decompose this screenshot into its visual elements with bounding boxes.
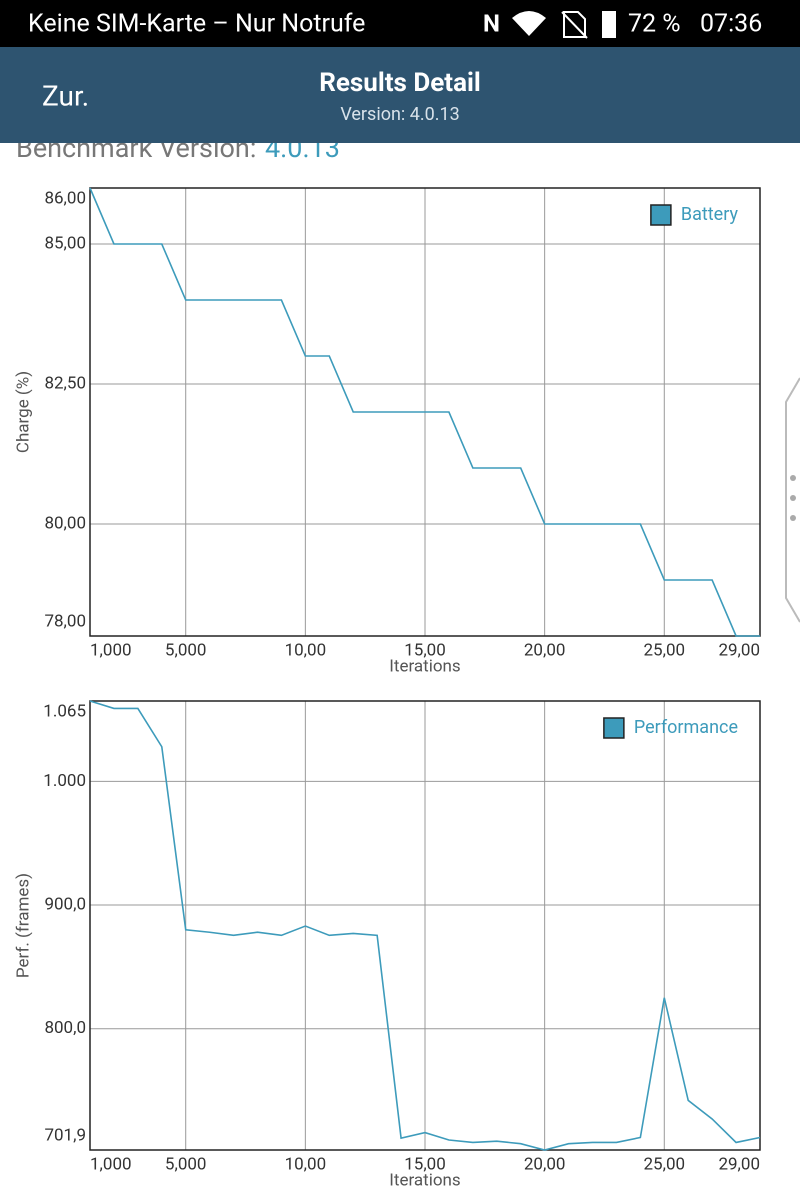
x-tick-label: 29,00 (718, 1154, 760, 1174)
x-tick-label: 29,00 (718, 640, 760, 660)
y-tick-label: 82,50 (44, 373, 86, 393)
plot-frame (89, 187, 761, 637)
x-tick-label: 10,00 (285, 640, 327, 660)
y-tick-label: 80,00 (44, 513, 86, 533)
header-subtitle: Version: 4.0.13 (340, 104, 459, 125)
y-tick-label: 1.065 (43, 701, 86, 721)
x-axis-title: Iterations (389, 1170, 460, 1190)
handle-dot (790, 475, 796, 481)
wifi-icon (512, 11, 546, 36)
plot-frame (89, 700, 761, 1151)
battery-icon (602, 11, 616, 38)
legend-swatch (603, 717, 625, 739)
x-tick-label: 10,00 (285, 1154, 327, 1174)
x-tick-label: 20,00 (524, 640, 566, 660)
legend-label: Battery (681, 204, 739, 225)
y-axis-title: Perf. (frames) (13, 873, 33, 978)
battery-level: 72 % (628, 10, 681, 39)
y-tick-label: 800,0 (44, 1018, 86, 1038)
x-tick-label: 1,000 (90, 1154, 132, 1174)
data-line (89, 700, 761, 1151)
sim-slash (561, 11, 588, 39)
x-tick-label: 15,00 (404, 640, 446, 660)
sim-icon (563, 11, 586, 38)
app-header (0, 47, 800, 143)
nfc-icon: N (483, 9, 500, 37)
handle-dot (790, 495, 796, 501)
x-tick-label: 5,000 (165, 1154, 207, 1174)
y-tick-label: 78,00 (44, 611, 86, 631)
y-tick-label: 1.000 (43, 771, 86, 791)
y-tick-label: 900,0 (44, 895, 86, 915)
y-tick-label: 86,00 (44, 188, 86, 208)
x-tick-label: 25,00 (644, 640, 686, 660)
handle-dot (790, 515, 796, 521)
y-tick-label: 701,9 (44, 1125, 86, 1145)
legend-swatch (650, 204, 672, 226)
y-tick-label: 85,00 (44, 233, 86, 253)
x-tick-label: 1,000 (90, 640, 132, 660)
legend-label: Performance (634, 717, 738, 738)
x-tick-label: 20,00 (524, 1154, 566, 1174)
header-title: Results Detail (319, 68, 481, 98)
y-axis-title: Charge (%) (13, 371, 33, 453)
status-bar (0, 0, 800, 47)
clock: 07:36 (700, 10, 762, 39)
x-tick-label: 15,00 (404, 1154, 446, 1174)
x-axis-title: Iterations (389, 656, 460, 676)
x-tick-label: 25,00 (644, 1154, 686, 1174)
data-line (89, 187, 760, 637)
carrier: Keine SIM-Karte – Nur Notrufe (28, 10, 365, 39)
back-button[interactable]: Zur. (42, 79, 89, 112)
x-tick-label: 5,000 (165, 640, 207, 660)
